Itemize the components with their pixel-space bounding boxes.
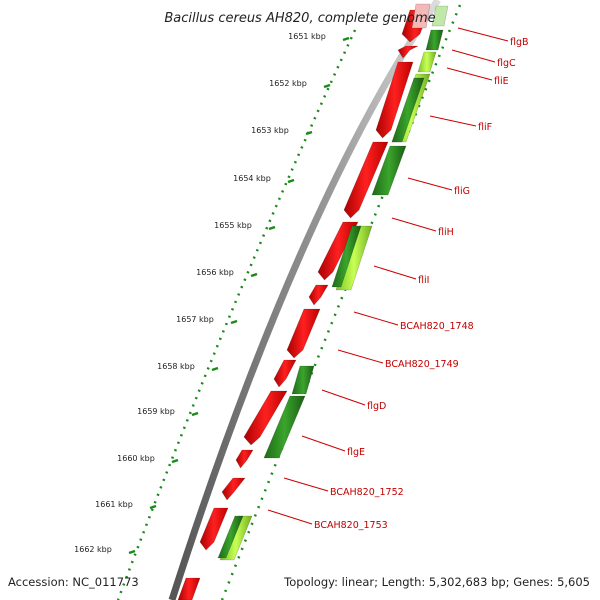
gene-green-block bbox=[291, 365, 315, 395]
cds-red-block bbox=[397, 45, 419, 59]
gene-leader-line bbox=[337, 349, 384, 364]
gene-label[interactable]: flgB bbox=[510, 37, 529, 48]
cds-red-block bbox=[308, 284, 329, 306]
kbp-tick-label: 1661 kbp bbox=[95, 500, 133, 509]
kbp-tick-label: 1659 kbp bbox=[137, 407, 175, 416]
cds-red-block bbox=[177, 577, 201, 600]
gene-green-block bbox=[431, 5, 449, 27]
gene-label[interactable]: flgE bbox=[347, 447, 365, 458]
gene-green-block bbox=[331, 225, 362, 288]
kbp-scale-dotted-line bbox=[116, 29, 357, 600]
gene-label[interactable]: flgC bbox=[497, 58, 516, 69]
gene-label[interactable]: fliI bbox=[418, 275, 429, 286]
kbp-ticks: 1651 kbp 1652 kbp 1653 kbp 1654 kbp 1655 kbp… bbox=[74, 32, 350, 555]
kbp-tick-mark bbox=[128, 549, 136, 555]
gene-leader-line bbox=[353, 311, 399, 326]
gene-label[interactable]: fliE bbox=[494, 76, 509, 87]
gene-green-block bbox=[417, 51, 437, 73]
gene-leader-line bbox=[429, 115, 477, 127]
kbp-tick-label: 1654 kbp bbox=[233, 174, 271, 183]
kbp-tick-label: 1652 kbp bbox=[269, 79, 307, 88]
genome-backbone bbox=[168, 0, 441, 600]
gene-leader-line bbox=[451, 49, 496, 63]
gene-label[interactable]: fliH bbox=[438, 227, 454, 238]
gene-green-track bbox=[217, 5, 449, 561]
gene-green-block bbox=[217, 515, 244, 559]
topology-text: Topology: linear; Length: 5,302,683 bp; … bbox=[283, 575, 590, 589]
gene-label[interactable]: BCAH820_1752 bbox=[330, 487, 404, 498]
kbp-tick-label: 1660 kbp bbox=[117, 454, 155, 463]
gene-green-block bbox=[371, 145, 407, 196]
gene-leader-line bbox=[267, 509, 313, 525]
gene-leader-line bbox=[407, 177, 453, 191]
cds-red-block bbox=[286, 308, 321, 359]
gene-track-dotted-line bbox=[220, 4, 462, 600]
kbp-tick-mark bbox=[171, 458, 179, 464]
genome-title: Bacillus cereus AH820, complete genome bbox=[164, 11, 435, 26]
gene-green-block bbox=[425, 29, 444, 51]
gene-label[interactable]: BCAH820_1749 bbox=[385, 359, 459, 370]
kbp-tick-mark bbox=[250, 272, 258, 278]
gene-leader-line bbox=[283, 477, 329, 492]
kbp-tick-mark bbox=[323, 83, 331, 89]
kbp-tick-mark bbox=[230, 319, 238, 325]
gene-leader-line bbox=[301, 435, 346, 452]
cds-red-block bbox=[343, 141, 389, 219]
kbp-tick-mark bbox=[211, 366, 219, 372]
gene-leader-line bbox=[373, 265, 417, 280]
gene-label[interactable]: fliF bbox=[478, 122, 492, 133]
cds-red-block bbox=[273, 359, 297, 388]
kbp-tick-label: 1657 kbp bbox=[176, 315, 214, 324]
gene-leader-line bbox=[321, 389, 366, 406]
cds-pink-block bbox=[411, 3, 431, 29]
kbp-tick-mark bbox=[268, 225, 276, 231]
gene-green-block bbox=[391, 77, 425, 143]
kbp-tick-label: 1662 kbp bbox=[74, 545, 112, 554]
cds-red-block bbox=[243, 390, 288, 446]
gene-label[interactable]: BCAH820_1753 bbox=[314, 520, 388, 531]
kbp-tick-mark bbox=[305, 130, 313, 136]
cds-red-block bbox=[235, 449, 254, 469]
kbp-tick-label: 1651 kbp bbox=[288, 32, 326, 41]
gene-label[interactable]: BCAH820_1748 bbox=[400, 321, 474, 332]
accession-text: Accession: NC_011773 bbox=[8, 575, 139, 589]
kbp-tick-label: 1653 kbp bbox=[251, 126, 289, 135]
kbp-tick-mark bbox=[287, 178, 295, 184]
gene-labels: flgB flgC fliE fliF fliG fliH fliI BCAH820_1748… bbox=[267, 27, 529, 531]
kbp-tick-label: 1658 kbp bbox=[157, 362, 195, 371]
kbp-tick-mark bbox=[342, 36, 350, 42]
gene-leader-line bbox=[391, 217, 437, 232]
gene-leader-line bbox=[446, 67, 493, 81]
gene-green-block bbox=[263, 395, 306, 459]
cds-red-block bbox=[317, 221, 359, 281]
gene-label[interactable]: fliG bbox=[454, 186, 470, 197]
kbp-tick-mark bbox=[149, 504, 157, 510]
kbp-tick-label: 1656 kbp bbox=[196, 268, 234, 277]
cds-red-block bbox=[221, 477, 246, 501]
kbp-tick-mark bbox=[191, 411, 199, 417]
cds-red-track bbox=[177, 3, 431, 600]
kbp-tick-label: 1655 kbp bbox=[214, 221, 252, 230]
gene-label[interactable]: flgD bbox=[367, 401, 386, 412]
cds-red-block bbox=[199, 507, 229, 551]
gene-leader-line bbox=[457, 27, 509, 42]
cds-red-block bbox=[375, 61, 414, 139]
